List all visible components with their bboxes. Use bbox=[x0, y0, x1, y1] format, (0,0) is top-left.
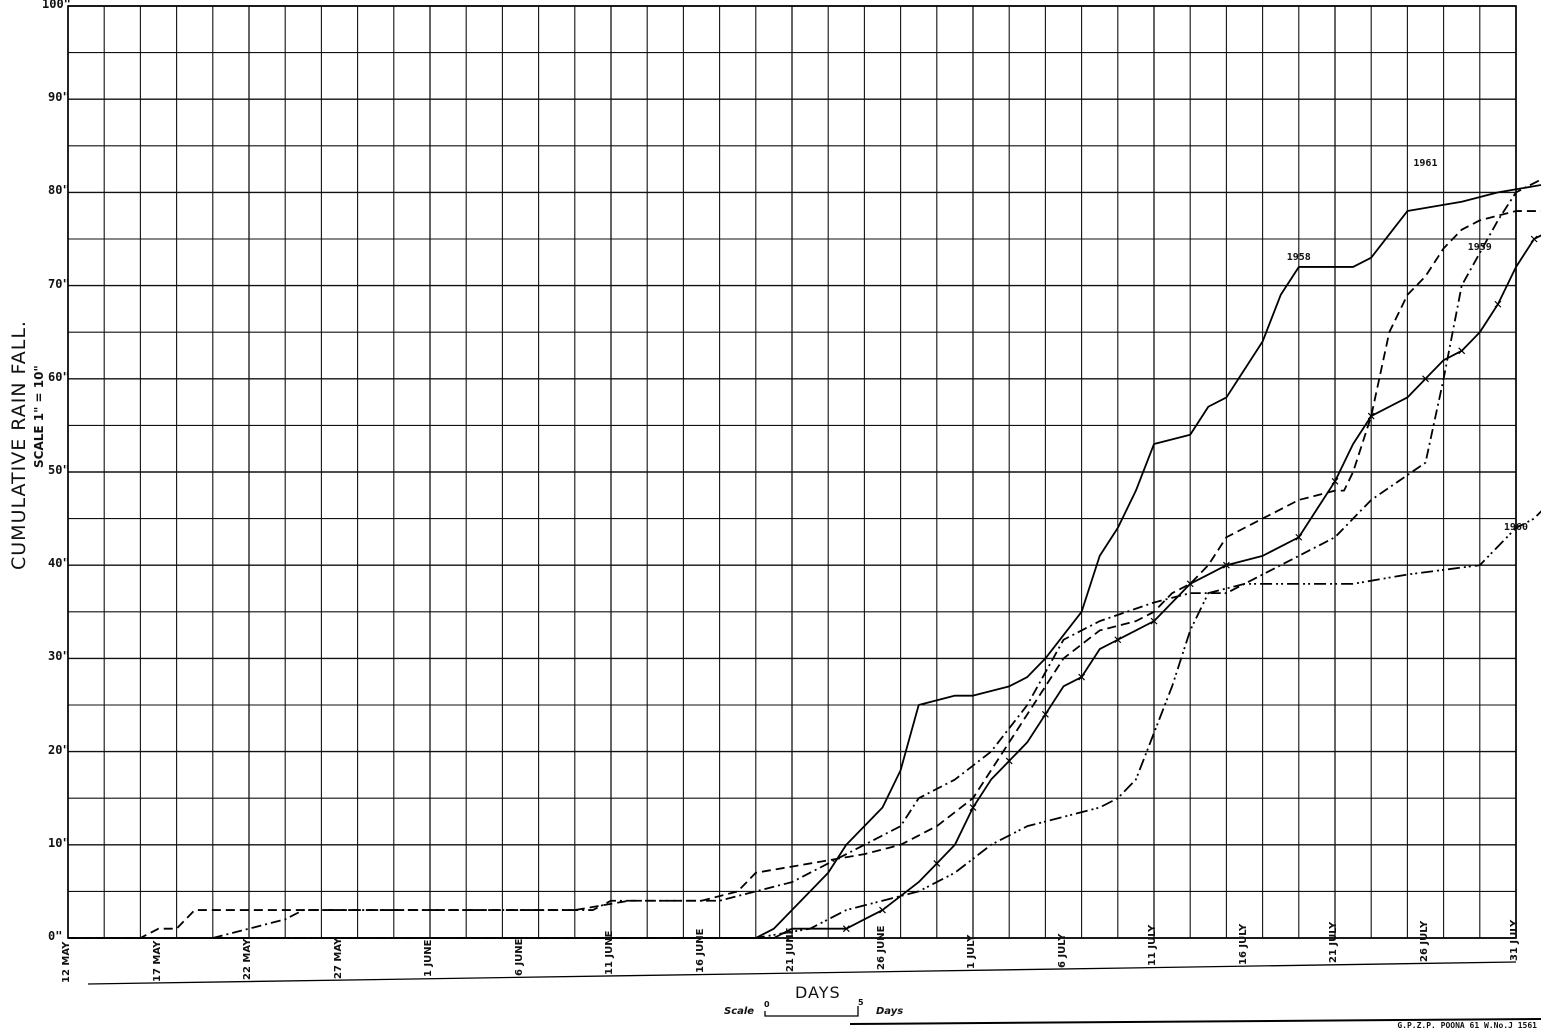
series-point-marker bbox=[1005, 757, 1013, 765]
chart-grid bbox=[67, 5, 1517, 939]
series-point-marker bbox=[969, 804, 977, 811]
x-tick-label: 6 JUNE bbox=[513, 938, 525, 976]
y-tick-label: 20" bbox=[48, 742, 70, 757]
series-line-1959 bbox=[68, 234, 1541, 939]
x-tick-label: 11 JULY bbox=[1147, 924, 1158, 967]
x-tick-label: 16 JUNE bbox=[694, 928, 706, 974]
series-point-marker bbox=[1041, 710, 1049, 718]
x-axis-baseline bbox=[87, 961, 1517, 985]
y-tick-label: 100" bbox=[42, 0, 71, 11]
y-tick-label: 10" bbox=[48, 835, 70, 850]
series-point-marker bbox=[1458, 347, 1466, 355]
chart-title: CUMULATIVE RAIN FALL. bbox=[8, 320, 30, 570]
series-label-1960: 1960 bbox=[1503, 521, 1528, 533]
x-tick-label: 27 MAY bbox=[332, 937, 344, 979]
y-tick-label: 40" bbox=[48, 556, 70, 571]
scale-five: 5 bbox=[858, 998, 864, 1007]
x-axis-label: DAYS bbox=[795, 983, 841, 1002]
series-label-1958: 1958 bbox=[1286, 251, 1311, 263]
x-tick-label: 16 JULY bbox=[1237, 923, 1249, 965]
axis-extras bbox=[87, 961, 1541, 1025]
series-line-1958 bbox=[68, 210, 1541, 939]
series-point-marker bbox=[1078, 673, 1086, 681]
series-point-marker bbox=[1186, 580, 1194, 588]
scale-bar bbox=[764, 1006, 859, 1017]
footer-rule bbox=[849, 1018, 1541, 1025]
y-tick-label: 90" bbox=[48, 90, 70, 105]
x-tick-label: 12 MAY bbox=[61, 941, 72, 983]
y-tick-label: 70" bbox=[48, 276, 70, 291]
x-tick-label: 17 MAY bbox=[151, 940, 163, 982]
series-point-marker bbox=[1530, 235, 1538, 243]
chart-subtitle: SCALE 1" = 10" bbox=[32, 365, 46, 468]
series-point-marker bbox=[1295, 533, 1303, 541]
series-point-marker bbox=[1367, 412, 1375, 420]
series-point-marker bbox=[933, 860, 941, 867]
y-tick-label: 50" bbox=[48, 463, 70, 477]
scale-note-left: Scale bbox=[724, 1006, 755, 1017]
x-tick-label: 1 JUNE bbox=[423, 939, 434, 978]
series-lines bbox=[68, 178, 1541, 939]
series-point-marker bbox=[1150, 617, 1158, 625]
series-point-marker bbox=[1331, 477, 1339, 485]
series-point-marker bbox=[1494, 300, 1502, 308]
x-tick-label: 21 JUNE bbox=[785, 927, 796, 972]
x-tick-label: 6 JULY bbox=[1056, 933, 1068, 968]
series-point-marker bbox=[842, 925, 850, 933]
x-tick-label: 26 JUNE bbox=[875, 925, 887, 971]
plot-frame bbox=[67, 5, 1517, 939]
y-tick-label: 0" bbox=[48, 929, 63, 943]
x-tick-label: 31 JULY bbox=[1509, 919, 1520, 961]
x-tick-label: 26 JULY bbox=[1418, 920, 1430, 962]
x-tick-label: 11 JUNE bbox=[604, 930, 615, 975]
series-point-marker bbox=[1114, 636, 1122, 644]
x-tick-label: 22 MAY bbox=[242, 938, 253, 981]
series-line-1960 bbox=[212, 510, 1541, 939]
y-tick-label: 80" bbox=[48, 183, 70, 198]
series-line-unlabeled bbox=[719, 184, 1541, 939]
y-tick-label: 60" bbox=[48, 369, 70, 384]
x-tick-label: 1 JULY bbox=[966, 934, 977, 969]
x-tick-label: 21 JULY bbox=[1328, 922, 1339, 964]
series-line-1961 bbox=[212, 178, 1541, 939]
scale-note-right: Days bbox=[876, 1006, 904, 1017]
series-label-1961: 1961 bbox=[1413, 158, 1438, 170]
series-label-1959: 1959 bbox=[1467, 242, 1492, 254]
series-point-marker bbox=[879, 906, 886, 914]
y-tick-label: 30" bbox=[48, 649, 70, 664]
series-point-marker bbox=[1222, 561, 1230, 569]
scale-zero: 0 bbox=[764, 1000, 770, 1009]
series-point-marker bbox=[1422, 375, 1429, 383]
printer-mark: G.P.Z.P. POONA 61 W.No.J 1561 bbox=[1397, 1021, 1537, 1030]
